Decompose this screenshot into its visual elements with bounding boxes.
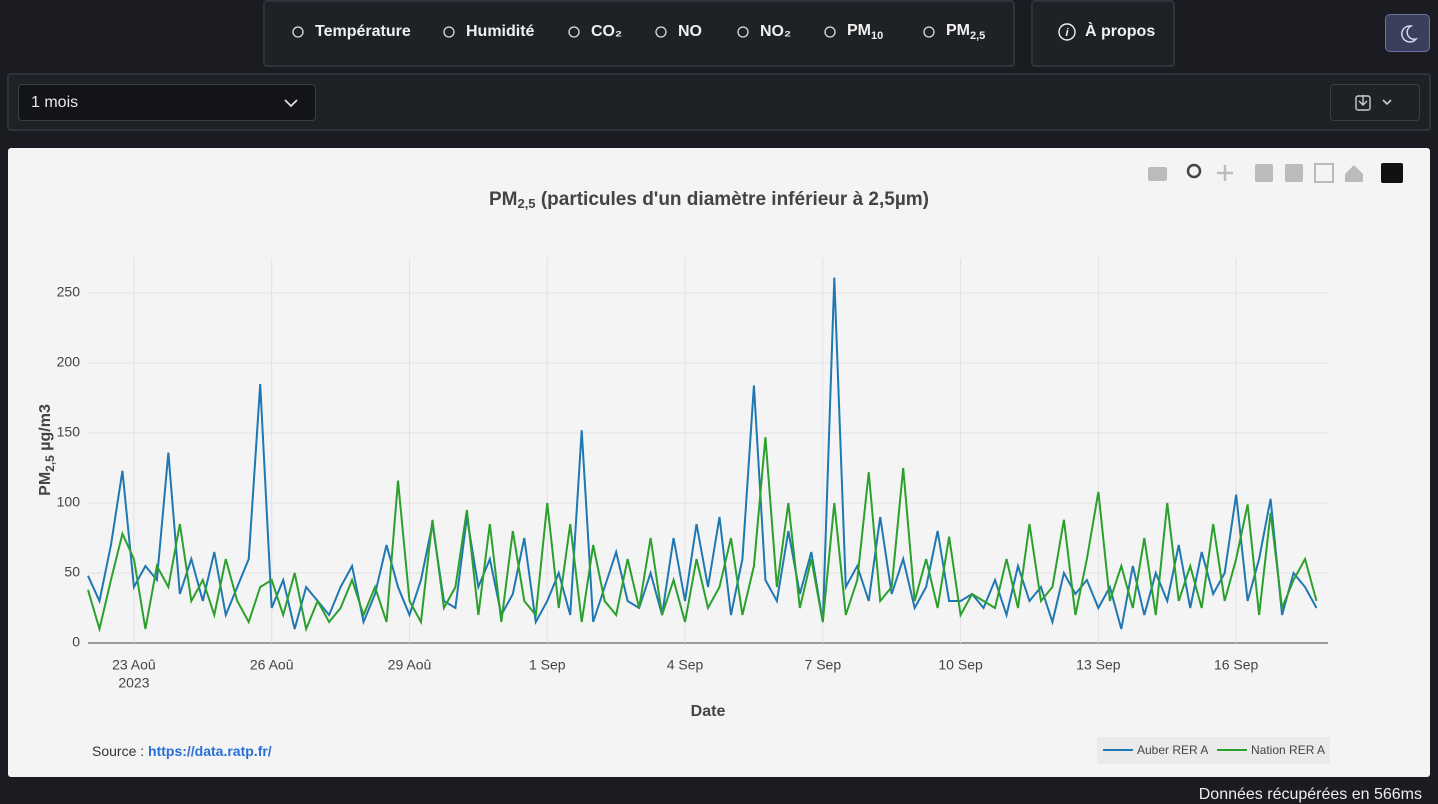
nav-item[interactable]: NO₂ (734, 22, 791, 42)
nav-label: Température (315, 23, 411, 41)
x-year-label: 2023 (118, 675, 149, 691)
chart-title: PM2,5 (particules d'un diamètre inférieu… (489, 189, 929, 211)
about-link[interactable]: i À propos (1057, 22, 1155, 42)
x-tick-label: 7 Sep (805, 657, 842, 673)
x-tick-label: 4 Sep (667, 657, 704, 673)
y-title-main: PM (37, 472, 54, 496)
nav-icon (292, 26, 304, 38)
y-tick-label: 250 (57, 284, 81, 300)
nav-label: PM10 (847, 22, 883, 42)
nav-label: CO₂ (591, 23, 622, 41)
nav-text: Humidité (466, 23, 535, 40)
nav-icon (737, 26, 749, 38)
nav-text: PM (946, 22, 970, 39)
camera-icon[interactable] (1148, 167, 1167, 181)
icon-shape (824, 26, 836, 38)
nav-bar (263, 0, 1015, 67)
nav-icon (568, 26, 580, 38)
y-tick-label: 200 (57, 354, 81, 370)
toolbar (1148, 163, 1403, 183)
y-tick-label: 50 (64, 564, 80, 580)
svg-text:i: i (1065, 27, 1069, 39)
plotly-logo[interactable] (1381, 163, 1403, 183)
chart-card (8, 148, 1430, 777)
nav-text: NO₂ (760, 23, 792, 40)
zoom-in-icon[interactable] (1255, 164, 1273, 182)
y-title-sub: 2,5 (43, 455, 57, 472)
nav-item[interactable]: PM2,5 (920, 22, 985, 42)
icon-shape (443, 26, 455, 38)
nav-item[interactable]: PM10 (821, 22, 883, 42)
nav-text: NO (678, 23, 702, 40)
zoom-icon[interactable] (1186, 163, 1202, 179)
nav-item[interactable]: Température (289, 22, 411, 42)
title-sub: 2,5 (517, 196, 535, 211)
source-link[interactable]: https://data.ratp.fr/ (148, 743, 272, 759)
legend-label[interactable]: Nation RER A (1251, 743, 1325, 757)
chevron (284, 99, 298, 108)
home-icon[interactable] (1345, 165, 1363, 182)
nav-label: NO (678, 23, 702, 41)
title-main: PM (489, 189, 518, 210)
period-value: 1 mois (31, 94, 79, 111)
about-label: À propos (1085, 23, 1156, 40)
nav-item[interactable]: CO₂ (565, 22, 622, 42)
nav-label: Humidité (466, 23, 534, 41)
x-tick-label: 29 Aoû (388, 657, 432, 673)
legend-box (1097, 737, 1330, 764)
icon-shape (292, 26, 304, 38)
y-tick-label: 100 (57, 494, 81, 510)
source-label: Source : (92, 743, 148, 759)
x-axis-title: Date (691, 703, 726, 720)
x-tick-label: 26 Aoû (250, 657, 294, 673)
y-title-rest: µg/m3 (37, 404, 54, 455)
icon-shape (568, 26, 580, 38)
y-tick-label: 0 (72, 634, 80, 650)
nav-text: Température (315, 23, 411, 40)
x-tick-label: 10 Sep (938, 657, 983, 673)
period-select[interactable]: 1 mois (18, 84, 316, 121)
icon-shape (655, 26, 667, 38)
icon-shape (737, 26, 749, 38)
info-icon: i (1058, 23, 1076, 41)
x-tick-label: 13 Sep (1076, 657, 1121, 673)
x-tick-label: 16 Sep (1214, 657, 1259, 673)
nav-text: PM (847, 22, 871, 39)
y-axis-title: PM2,5 µg/m3 (37, 404, 57, 496)
nav-icon (824, 26, 836, 38)
source: Source : https://data.ratp.fr/ (92, 743, 272, 759)
autoscale-icon[interactable] (1314, 163, 1334, 183)
y-tick-label: 150 (57, 424, 81, 440)
pan-icon[interactable] (1217, 165, 1233, 181)
download-icon (1355, 95, 1392, 111)
nav-icon (443, 26, 455, 38)
chart: PM2,5 (particules d'un diamètre inférieu… (8, 148, 1430, 777)
x-tick-label: 23 Aoû (112, 657, 156, 673)
title-rest: (particules d'un diamètre inférieur à 2,… (536, 189, 929, 210)
nav-icon (655, 26, 667, 38)
zoom-out-icon[interactable] (1285, 164, 1303, 182)
legend-label[interactable]: Auber RER A (1137, 743, 1208, 757)
nav-sub: 10 (871, 30, 884, 43)
nav-item[interactable]: NO (652, 22, 702, 42)
series-line (87, 437, 1318, 633)
moon-icon (1401, 25, 1418, 43)
nav-label: PM2,5 (946, 22, 985, 42)
icon-shape (923, 26, 935, 38)
theme-toggle[interactable] (1385, 14, 1430, 52)
nav-text: CO₂ (591, 23, 623, 40)
about-box (1031, 0, 1175, 67)
nav-icon (923, 26, 935, 38)
download-button[interactable] (1330, 84, 1420, 121)
x-tick-label: 1 Sep (529, 657, 566, 673)
nav-item[interactable]: Humidité (440, 22, 534, 42)
nav-label: NO₂ (760, 23, 791, 41)
nav-sub: 2,5 (970, 30, 986, 43)
footer: Données récupérées en 566ms (1198, 786, 1422, 803)
